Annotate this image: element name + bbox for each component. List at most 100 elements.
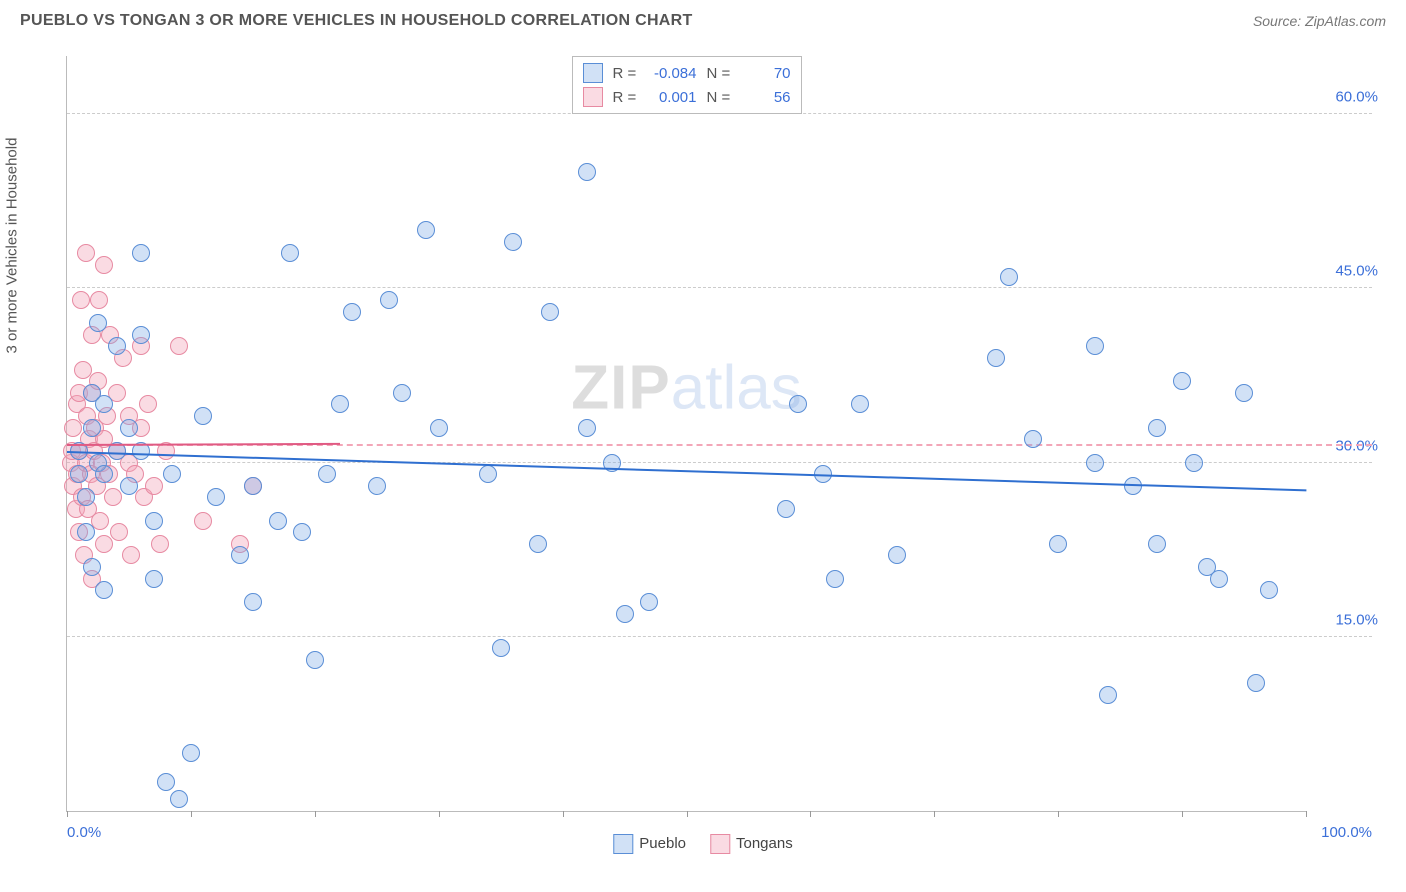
data-point: [888, 546, 906, 564]
data-point: [492, 639, 510, 657]
x-axis-max-label: 100.0%: [1321, 824, 1372, 841]
data-point: [90, 291, 108, 309]
data-point: [157, 773, 175, 791]
data-point: [122, 546, 140, 564]
legend-r-label: R =: [613, 65, 637, 82]
data-point: [393, 384, 411, 402]
data-point: [616, 605, 634, 623]
data-point: [578, 163, 596, 181]
data-point: [91, 512, 109, 530]
data-point: [95, 581, 113, 599]
chart-container: 3 or more Vehicles in Household R =-0.08…: [20, 46, 1386, 860]
data-point: [578, 419, 596, 437]
chart-title: PUEBLO VS TONGAN 3 OR MORE VEHICLES IN H…: [20, 12, 693, 30]
data-point: [170, 790, 188, 808]
x-tick: [1182, 811, 1183, 817]
data-point: [244, 477, 262, 495]
y-tick-label: 15.0%: [1335, 611, 1378, 628]
data-point: [1173, 372, 1191, 390]
data-point: [504, 233, 522, 251]
data-point: [89, 314, 107, 332]
data-point: [120, 477, 138, 495]
data-point: [231, 546, 249, 564]
data-point: [1086, 454, 1104, 472]
legend-item: Tongans: [710, 834, 793, 854]
data-point: [479, 465, 497, 483]
data-point: [789, 395, 807, 413]
x-tick: [1058, 811, 1059, 817]
data-point: [95, 465, 113, 483]
legend-n-value: 70: [741, 65, 791, 82]
legend-stats-row: R =-0.084N =70: [583, 61, 791, 85]
data-point: [77, 488, 95, 506]
data-point: [430, 419, 448, 437]
data-point: [269, 512, 287, 530]
data-point: [139, 395, 157, 413]
x-tick: [67, 811, 68, 817]
data-point: [70, 465, 88, 483]
data-point: [145, 570, 163, 588]
data-point: [1260, 581, 1278, 599]
data-point: [95, 256, 113, 274]
data-point: [145, 512, 163, 530]
data-point: [331, 395, 349, 413]
data-point: [826, 570, 844, 588]
data-point: [851, 395, 869, 413]
data-point: [194, 512, 212, 530]
data-point: [77, 244, 95, 262]
data-point: [163, 465, 181, 483]
legend-stats-row: R =0.001N =56: [583, 85, 791, 109]
legend-r-label: R =: [613, 89, 637, 106]
data-point: [83, 558, 101, 576]
x-tick: [810, 811, 811, 817]
data-point: [207, 488, 225, 506]
data-point: [104, 488, 122, 506]
data-point: [1086, 337, 1104, 355]
data-point: [417, 221, 435, 239]
data-point: [151, 535, 169, 553]
data-point: [306, 651, 324, 669]
data-point: [132, 326, 150, 344]
legend-swatch: [583, 87, 603, 107]
y-tick-label: 45.0%: [1335, 263, 1378, 280]
gridline: [67, 287, 1372, 288]
data-point: [1247, 674, 1265, 692]
x-tick: [687, 811, 688, 817]
x-tick: [934, 811, 935, 817]
watermark: ZIPatlas: [571, 353, 801, 424]
data-point: [194, 407, 212, 425]
data-point: [318, 465, 336, 483]
legend-label: Tongans: [736, 835, 793, 852]
data-point: [95, 535, 113, 553]
legend-series: PuebloTongans: [613, 834, 792, 854]
data-point: [640, 593, 658, 611]
x-tick: [1306, 811, 1307, 817]
data-point: [145, 477, 163, 495]
data-point: [1235, 384, 1253, 402]
data-point: [244, 593, 262, 611]
data-point: [1099, 686, 1117, 704]
legend-n-label: N =: [707, 89, 731, 106]
x-tick: [563, 811, 564, 817]
data-point: [120, 419, 138, 437]
data-point: [343, 303, 361, 321]
data-point: [380, 291, 398, 309]
legend-swatch: [583, 63, 603, 83]
x-tick: [191, 811, 192, 817]
data-point: [1024, 430, 1042, 448]
data-point: [281, 244, 299, 262]
legend-swatch: [710, 834, 730, 854]
data-point: [110, 523, 128, 541]
data-point: [1148, 419, 1166, 437]
data-point: [541, 303, 559, 321]
data-point: [293, 523, 311, 541]
source-credit: Source: ZipAtlas.com: [1253, 13, 1386, 29]
legend-r-value: -0.084: [647, 65, 697, 82]
data-point: [170, 337, 188, 355]
legend-r-value: 0.001: [647, 89, 697, 106]
data-point: [108, 337, 126, 355]
data-point: [182, 744, 200, 762]
data-point: [83, 419, 101, 437]
data-point: [95, 395, 113, 413]
data-point: [1210, 570, 1228, 588]
